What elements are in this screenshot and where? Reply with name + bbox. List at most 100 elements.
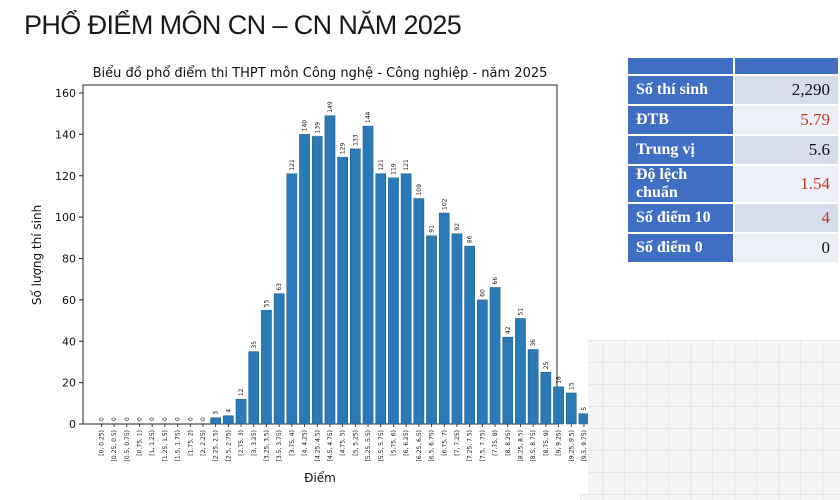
bar (527, 349, 539, 425)
bar-value-label: 25 (543, 361, 550, 369)
bar (337, 156, 348, 425)
x-tick-label: [1.75, 2) (187, 430, 194, 456)
stats-value: 5.79 (732, 104, 840, 136)
stats-label: ĐTB (626, 104, 735, 136)
bar (515, 318, 526, 425)
x-tick-label: [4.75, 5) (340, 430, 347, 456)
x-tick-label: [2, 2.25) (200, 430, 207, 456)
bar-value-label: 18 (556, 376, 563, 384)
bar-value-label: 66 (492, 277, 499, 285)
bar-value-label: 12 (238, 388, 245, 396)
stats-value: 0 (732, 232, 840, 264)
x-tick-label: [6.25, 6.5) (416, 430, 423, 461)
stats-label: Số điểm 10 (626, 202, 735, 234)
x-tick-label: [3.75, 4) (289, 430, 296, 456)
x-tick-label: [9.5, 9.75) (581, 430, 588, 461)
x-tick-label: [5.75, 6) (390, 430, 397, 456)
stats-table-body: Số thí sinh 2,290 ĐTB 5.79 Trung vị 5.6 Độ lệc… (626, 56, 840, 264)
bar (350, 148, 361, 425)
chart-title: Biểu đồ phổ điểm thi THPT môn Công nghệ … (93, 66, 548, 81)
bar-value-label: 15 (568, 382, 575, 390)
bar-value-label: 5 (581, 407, 588, 411)
y-tick-label: 80 (62, 253, 76, 266)
x-tick-label: [6, 6.25) (403, 430, 410, 456)
x-tick-label: [2.25, 2.5) (213, 430, 220, 461)
bar (299, 134, 310, 425)
stats-row: Số điểm 10 4 (626, 202, 840, 234)
x-tick-label: [1.25, 1.5) (162, 430, 169, 461)
bar (438, 212, 450, 425)
bar-value-label: 91 (429, 225, 436, 233)
x-tick-label: [0, 0.25) (98, 430, 105, 456)
bar-value-label: 0 (98, 417, 105, 421)
y-tick-label: 40 (62, 335, 76, 348)
bars-group: 0 0 0 0 0 0 0 0 0 3 4 12 35 55 63 121 140 139 149 129 133 144… (98, 101, 588, 425)
bar (273, 293, 285, 425)
bar (540, 372, 552, 425)
x-tick-label: [2.75, 3) (238, 430, 245, 456)
x-tick-label: [9.25, 9.5) (568, 430, 575, 461)
x-tick-label: [3.25, 3.5) (263, 430, 270, 461)
bar-value-label: 102 (441, 198, 448, 210)
bar (477, 299, 488, 425)
bar (324, 115, 336, 425)
x-tick-label: [1.5, 1.75) (175, 430, 182, 461)
x-tick-label: [9, 9.25) (556, 430, 563, 456)
bar-value-label: 0 (136, 417, 143, 421)
stats-value: 4 (732, 202, 840, 234)
bar (426, 235, 437, 425)
x-tick-label: [3, 3.25) (251, 430, 258, 456)
slide-title: PHỔ ĐIỂM MÔN CN – CN NĂM 2025 (24, 10, 462, 40)
stats-row: Độ lệch chuẩn 1.54 (626, 164, 840, 204)
x-tick-label: [4, 4.25) (302, 430, 309, 456)
bar (464, 245, 475, 425)
x-tick-label: [8, 8.25) (505, 430, 512, 456)
x-tick-label: [5.5, 5.75) (378, 430, 385, 461)
x-tick-label: [8.75, 9) (543, 430, 550, 456)
bar-value-label: 0 (200, 417, 207, 421)
bar-value-label: 55 (263, 299, 270, 307)
bar (248, 351, 260, 425)
chart-svg: Biểu đồ phổ điểm thi THPT môn Công nghệ … (30, 66, 588, 485)
bar (565, 392, 577, 425)
y-tick-label: 0 (69, 418, 76, 431)
x-tick-label: [7.75, 8) (492, 430, 499, 456)
y-axis: 0 20 40 60 80 100 120 140 160 (55, 87, 83, 431)
y-tick-label: 140 (55, 128, 76, 141)
x-tick-label: [0.5, 0.75) (124, 430, 131, 461)
bar (286, 173, 298, 425)
stats-label: Trung vị (626, 134, 735, 166)
stats-row: ĐTB 5.79 (626, 104, 840, 136)
bar-value-label: 121 (289, 159, 296, 171)
bar-value-label: 0 (187, 417, 194, 421)
stats-value: 2,290 (732, 74, 840, 106)
bar (235, 398, 247, 425)
histogram-chart: Biểu đồ phổ điểm thi THPT môn Công nghệ … (24, 58, 588, 494)
stats-table: Số thí sinh 2,290 ĐTB 5.79 Trung vị 5.6 Độ lệc… (626, 56, 840, 264)
bar-value-label: 121 (378, 159, 385, 171)
stats-header-cell (626, 56, 735, 76)
x-tick-label: [0.25, 0.5) (111, 430, 118, 461)
bar-value-label: 0 (149, 417, 156, 421)
bar (210, 417, 221, 425)
bar-value-label: 119 (390, 163, 397, 175)
bar-value-label: 0 (111, 417, 118, 421)
y-tick-label: 100 (55, 211, 76, 224)
x-tick-label: [3.5, 3.75) (276, 430, 283, 461)
bar-value-label: 140 (302, 120, 309, 132)
bar-value-label: 149 (327, 101, 334, 113)
bar-value-label: 86 (467, 235, 474, 243)
x-tick-label: [7.5, 7.75) (479, 430, 486, 461)
bar-value-label: 0 (175, 417, 182, 421)
y-tick-label: 20 (62, 377, 76, 390)
x-axis-label: Điểm (304, 471, 336, 485)
bar (451, 233, 463, 425)
bar-value-label: 129 (340, 142, 347, 154)
bar-value-label: 36 (530, 339, 537, 347)
x-tick-label: [6.75, 7) (441, 430, 448, 456)
bar (223, 415, 234, 425)
stats-label: Độ lệch chuẩn (626, 164, 735, 204)
bar-value-label: 35 (251, 341, 258, 349)
bar (362, 125, 374, 425)
